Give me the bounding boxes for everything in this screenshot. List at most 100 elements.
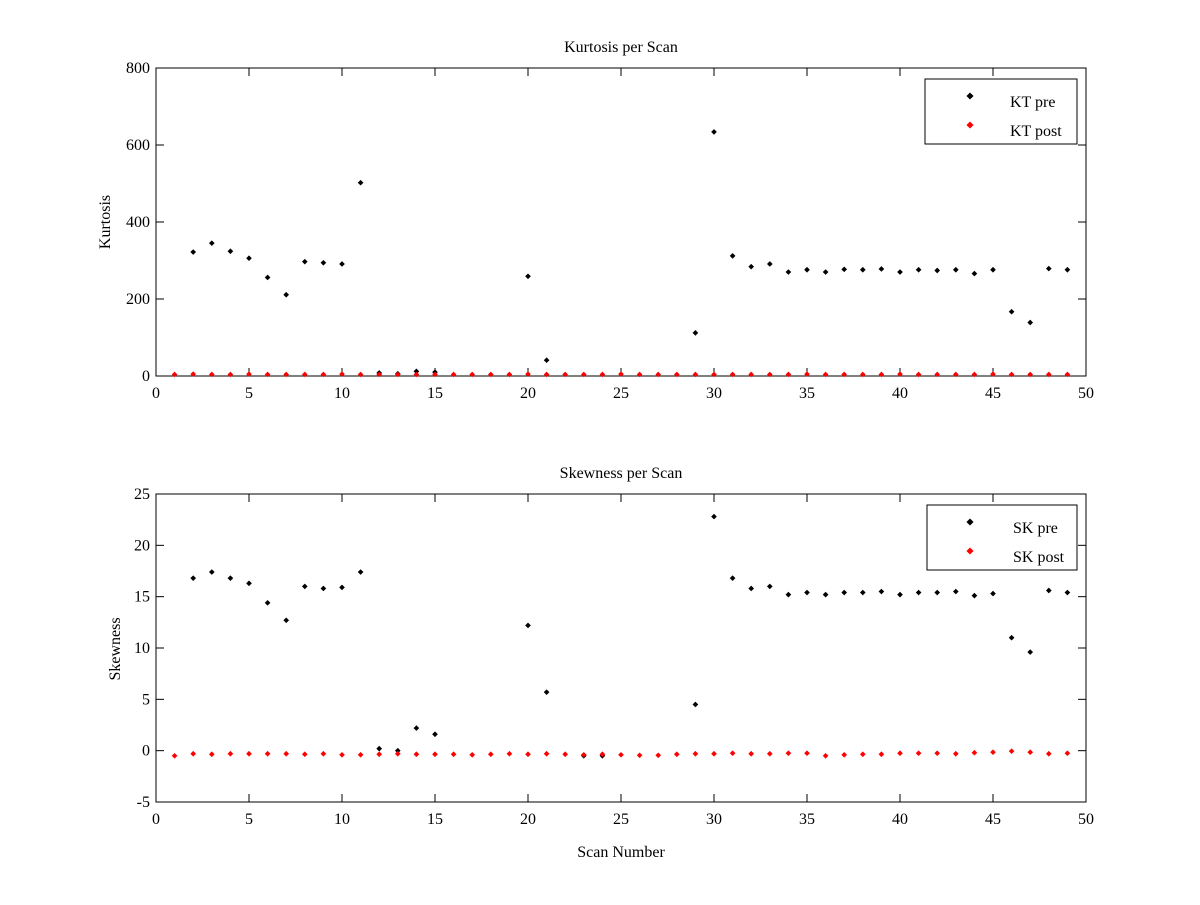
sk-pre-point <box>376 745 383 752</box>
kt-pre-point <box>320 259 327 266</box>
sk-pre-point <box>766 583 773 590</box>
sk-pre-point <box>320 585 327 592</box>
skewness-x-tick-label: 30 <box>706 811 722 828</box>
sk-post-point <box>469 751 476 758</box>
kt-post-point <box>748 371 755 378</box>
kt-pre-point <box>357 179 364 186</box>
sk-post-point <box>822 752 829 759</box>
kt-pre-point <box>915 266 922 273</box>
skewness-y-axis-label: Skewness <box>107 617 124 680</box>
kurtosis-panel: Kurtosis per Scan Kurtosis 0 5 10 15 20 25 30 3… <box>97 39 1094 402</box>
kurtosis-y-tick-label: 800 <box>126 60 150 77</box>
sk-pre-point <box>339 584 345 591</box>
kt-post-point <box>599 371 606 378</box>
kt-pre-point <box>208 240 215 247</box>
kt-pre-point <box>859 266 866 273</box>
sk-pre-point <box>952 588 959 595</box>
kt-post-point <box>450 371 457 378</box>
sk-pre-point <box>1045 587 1052 594</box>
kt-post-point <box>264 371 271 378</box>
sk-post-point <box>580 751 587 758</box>
kurtosis-y-tick-label: 600 <box>126 137 150 154</box>
sk-post-point <box>1008 748 1015 755</box>
kurtosis-y-tick-label: 400 <box>126 214 150 231</box>
sk-post-point <box>208 751 215 758</box>
sk-pre-point <box>1008 634 1015 641</box>
sk-pre-point <box>394 747 401 754</box>
sk-pre-point <box>246 580 252 587</box>
skewness-legend: SK pre SK post <box>926 504 1078 571</box>
sk-pre-point <box>357 569 364 575</box>
kt-pre-point <box>1008 308 1015 315</box>
kt-pre-point <box>246 255 252 262</box>
kt-post-point <box>711 371 717 378</box>
legend-label-kt-post: KT post <box>1010 123 1062 140</box>
kt-pre-point <box>785 269 792 275</box>
kurtosis-x-tick-label: 15 <box>427 385 443 402</box>
kt-post-point <box>283 371 290 378</box>
kt-pre-point <box>692 330 699 336</box>
kurtosis-x-tick-label: 40 <box>892 385 908 402</box>
skewness-legend-box <box>926 504 1078 571</box>
sk-post-point <box>599 751 606 758</box>
skewness-y-tick-label: 20 <box>134 537 150 554</box>
sk-pre-point <box>748 585 755 592</box>
sk-post-point <box>525 751 531 758</box>
kurtosis-x-tick-label: 0 <box>152 385 160 402</box>
legend-label-sk-pre: SK pre <box>1013 520 1058 537</box>
kt-post-point <box>394 371 401 378</box>
kurtosis-y-tick-label: 0 <box>142 368 150 385</box>
skewness-y-tick-label: 25 <box>134 486 150 503</box>
kt-post-point <box>376 371 383 378</box>
kurtosis-chart-title: Kurtosis per Scan <box>564 39 678 56</box>
kt-post-point <box>543 371 550 378</box>
kt-post-point <box>692 371 699 378</box>
sk-post-point <box>692 750 699 757</box>
sk-post-point <box>766 750 773 757</box>
sk-pre-point <box>413 725 420 731</box>
sk-post-point <box>413 751 420 758</box>
kt-post-point <box>971 371 978 378</box>
kt-pre-point <box>227 248 234 255</box>
sk-pre-point <box>934 589 941 596</box>
kt-pre-point <box>990 266 996 273</box>
kt-pre-point <box>525 273 531 280</box>
kt-post-point <box>1008 371 1015 378</box>
sk-post-point <box>394 750 401 757</box>
kt-pre-point <box>543 357 550 364</box>
kt-post-point <box>413 371 420 378</box>
sk-post-point <box>227 750 234 757</box>
kt-post-point <box>357 371 364 378</box>
sk-post-point <box>841 751 848 758</box>
sk-pre-point <box>1027 649 1034 655</box>
sk-pre-point <box>525 622 531 629</box>
kt-post-point <box>562 371 569 378</box>
kt-post-point <box>952 371 959 378</box>
sk-post-point <box>618 751 624 758</box>
sk-post-point <box>283 750 290 757</box>
sk-post-point <box>320 750 327 757</box>
kt-post-point <box>469 371 476 378</box>
sk-pre-point <box>227 575 234 582</box>
kurtosis-x-tick-label: 30 <box>706 385 722 402</box>
sk-post-point <box>673 751 680 758</box>
kt-pre-point <box>1064 266 1071 273</box>
kt-pre-point <box>264 274 271 281</box>
kt-pre-point <box>878 266 885 272</box>
kt-post-point <box>227 371 234 378</box>
kt-post-point <box>190 371 197 377</box>
sk-post-point <box>264 750 271 757</box>
kt-post-point <box>673 371 680 378</box>
kurtosis-y-tick-label: 200 <box>126 291 150 308</box>
kt-pre-point <box>729 253 736 259</box>
sk-post-point <box>971 749 978 756</box>
kt-post-point <box>897 371 903 377</box>
kt-post-point <box>320 371 327 378</box>
sk-pre-point <box>897 591 903 598</box>
kt-post-point <box>766 371 773 378</box>
kt-pre-point <box>1027 319 1034 326</box>
skewness-y-tick-label: -5 <box>137 794 150 811</box>
sk-pre-point <box>190 575 197 582</box>
sk-post-point <box>655 752 662 759</box>
sk-post-point <box>301 751 308 758</box>
